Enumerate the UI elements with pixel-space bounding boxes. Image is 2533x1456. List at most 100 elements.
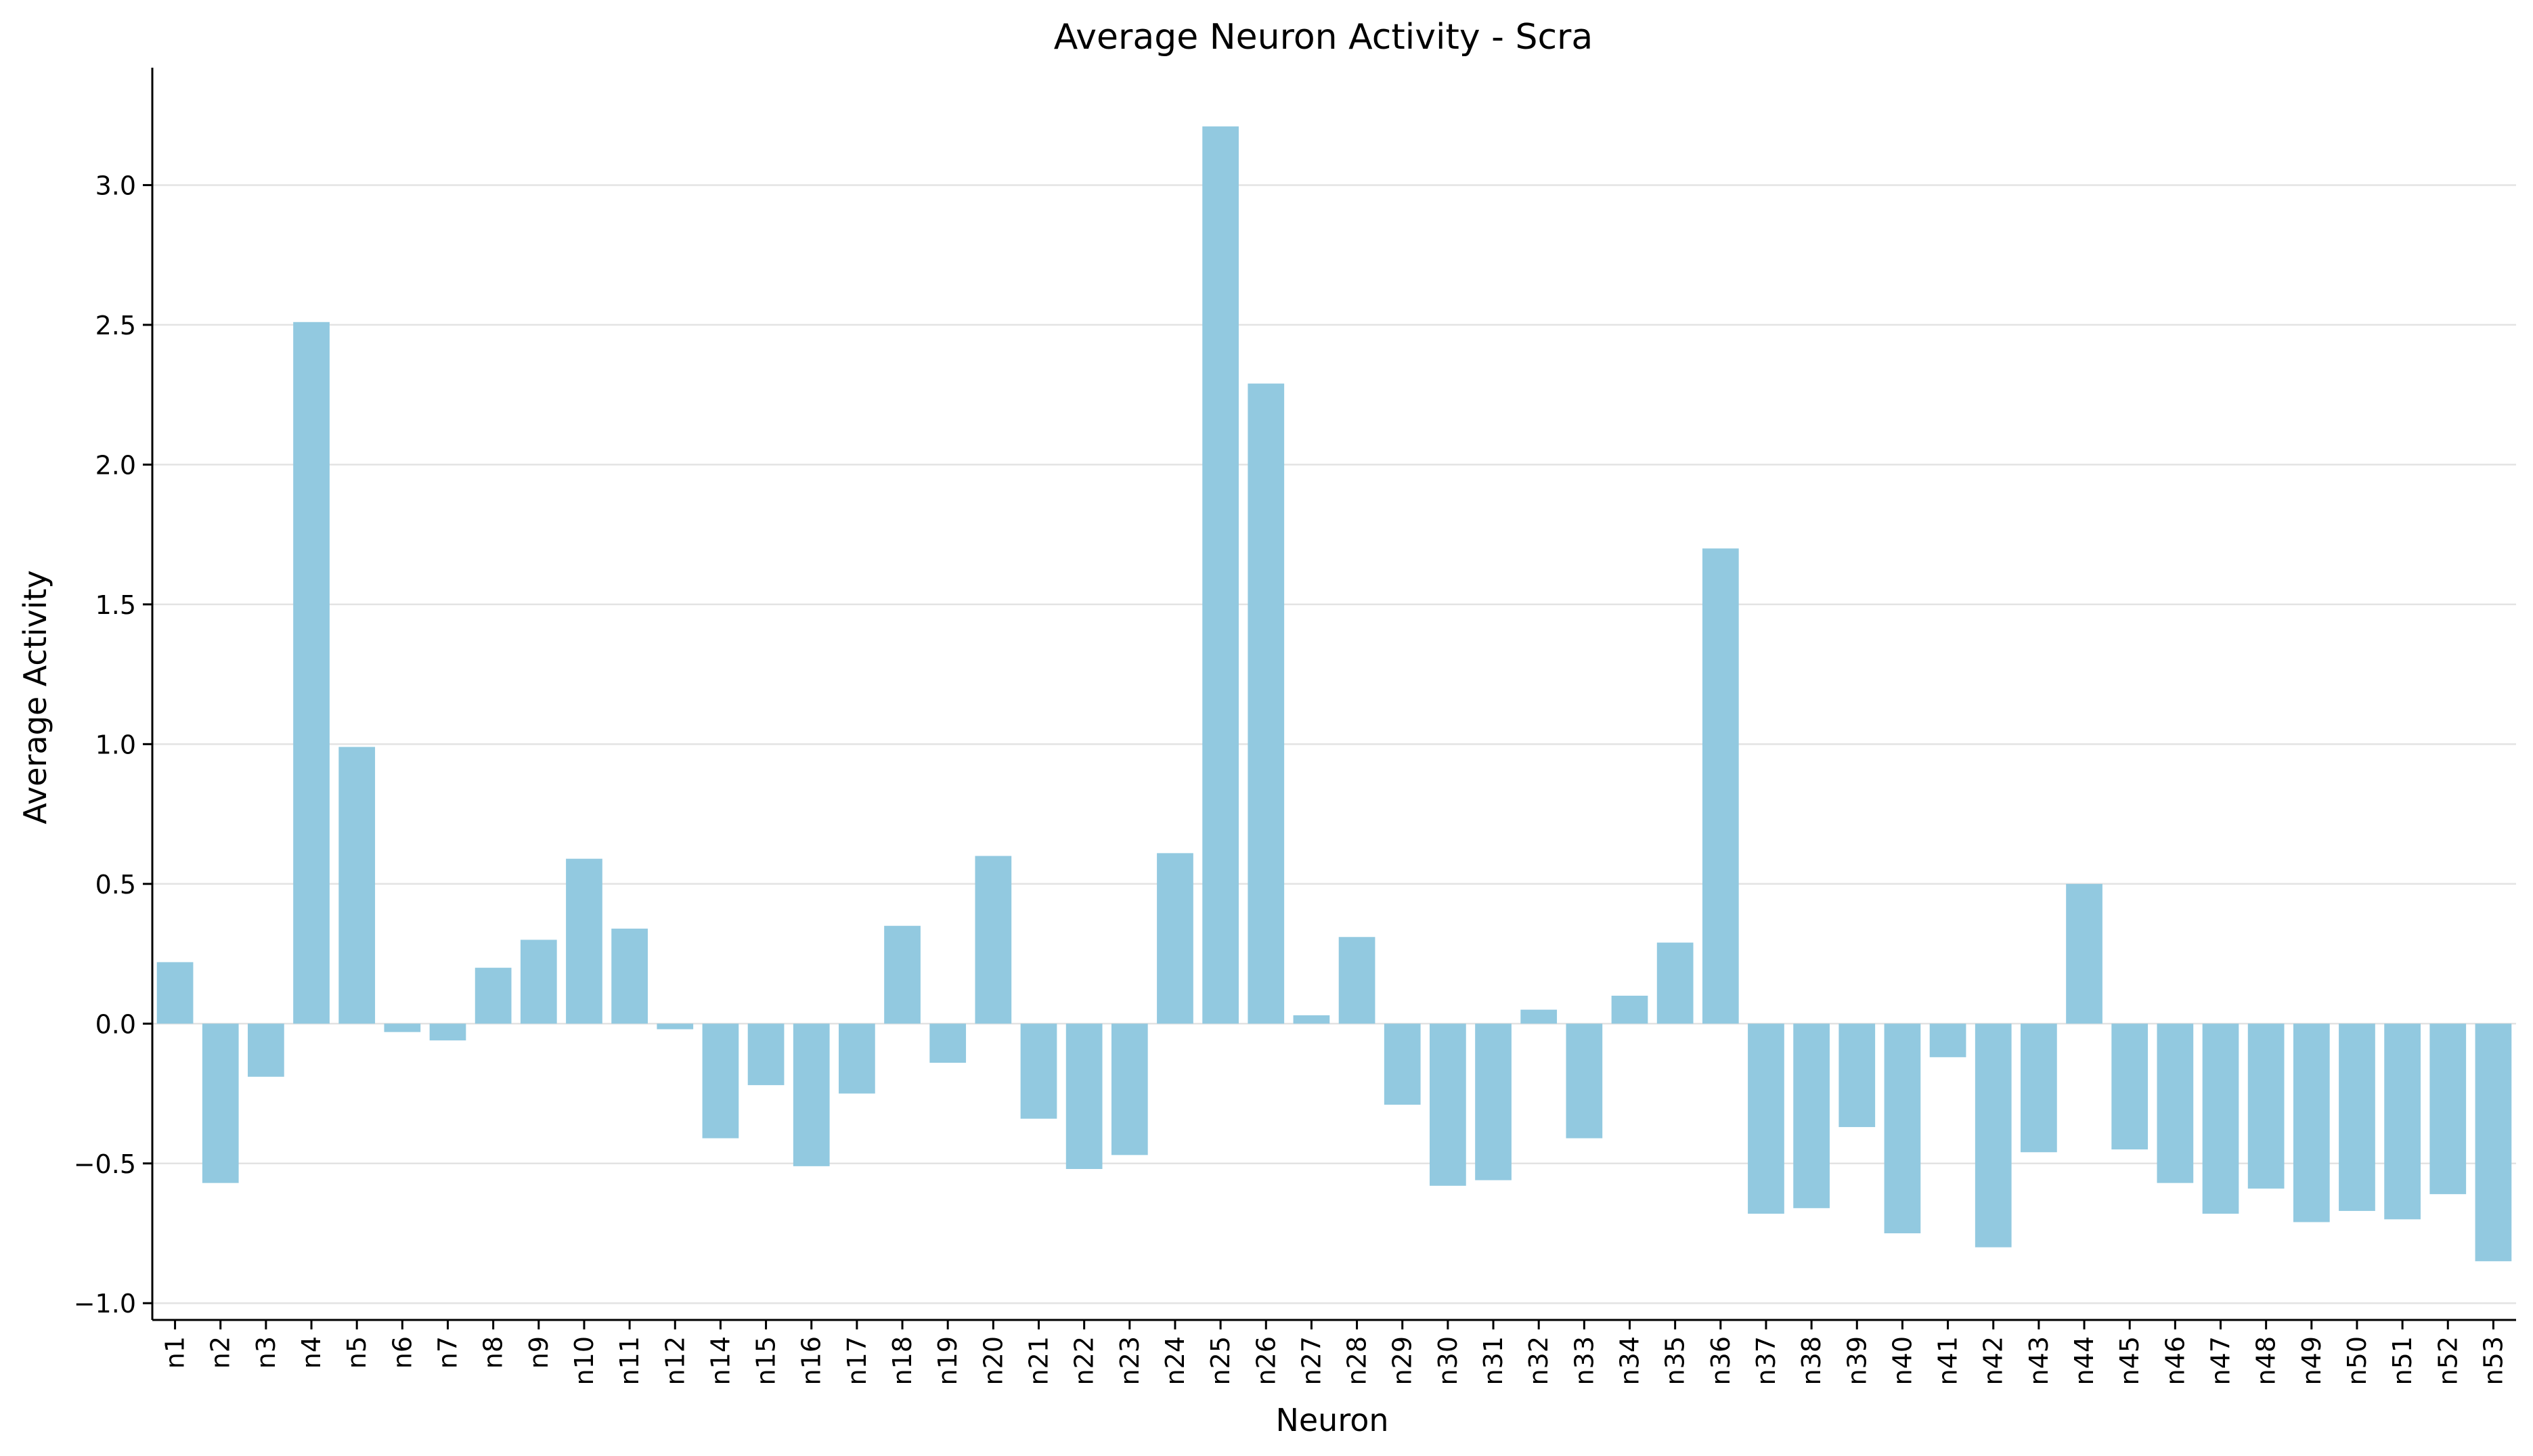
x-tick-label: n4 <box>296 1336 326 1369</box>
bar <box>2293 1023 2330 1222</box>
x-tick-label: n34 <box>1615 1336 1645 1385</box>
x-tick-label: n26 <box>1251 1336 1281 1385</box>
x-tick-label: n53 <box>2478 1336 2508 1385</box>
bar <box>1611 995 1648 1024</box>
bar <box>156 962 194 1024</box>
bar <box>2111 1023 2149 1150</box>
bar <box>248 1023 284 1077</box>
x-axis-label: Neuron <box>1275 1402 1388 1438</box>
x-tick-label: n11 <box>615 1336 644 1385</box>
bar <box>1475 1023 1512 1181</box>
bar <box>1157 853 1193 1024</box>
bar <box>1293 1015 1330 1024</box>
bar <box>747 1023 785 1086</box>
bar <box>1793 1023 1830 1208</box>
bar <box>611 928 648 1024</box>
y-tick-label: 2.5 <box>95 311 136 340</box>
x-tick-label: n33 <box>1569 1336 1599 1385</box>
bar <box>202 1023 239 1183</box>
x-tick-label: n17 <box>842 1336 872 1385</box>
x-tick-label: n1 <box>160 1336 190 1369</box>
y-tick-label: 3.0 <box>95 171 136 200</box>
y-tick-label: −1.0 <box>74 1289 136 1319</box>
bar <box>884 925 921 1024</box>
x-tick-label: n42 <box>1979 1336 2008 1385</box>
bar <box>1384 1023 1421 1105</box>
x-tick-label: n3 <box>251 1336 281 1369</box>
bar <box>702 1023 739 1139</box>
bar <box>1020 1023 1057 1119</box>
bar <box>2021 1023 2057 1153</box>
x-tick-label: n47 <box>2206 1336 2236 1385</box>
x-tick-label: n44 <box>2069 1336 2099 1385</box>
x-tick-label: n23 <box>1115 1336 1145 1385</box>
x-tick-label: n6 <box>387 1336 417 1369</box>
x-tick-label: n45 <box>2115 1336 2144 1385</box>
x-tick-label: n52 <box>2433 1336 2463 1385</box>
bar <box>2384 1023 2421 1220</box>
x-tick-label: n49 <box>2297 1336 2327 1385</box>
x-tick-label: n19 <box>933 1336 963 1385</box>
x-tick-label: n30 <box>1433 1336 1463 1385</box>
bar <box>475 967 512 1024</box>
bar <box>2429 1023 2467 1195</box>
x-tick-label: n41 <box>1933 1336 1963 1385</box>
x-tick-label: n10 <box>569 1336 599 1385</box>
bar <box>975 856 1012 1024</box>
chart-title: Average Neuron Activity - Scra <box>1054 17 1593 58</box>
y-tick-label: 2.0 <box>95 450 136 480</box>
x-tick-label: n27 <box>1296 1336 1326 1385</box>
x-tick-label: n46 <box>2160 1336 2190 1385</box>
x-tick-label: n16 <box>797 1336 827 1385</box>
x-tick-label: n37 <box>1751 1336 1781 1385</box>
bar <box>566 858 602 1024</box>
bar <box>1065 1023 1103 1170</box>
bar <box>2339 1023 2375 1211</box>
bar <box>2157 1023 2194 1183</box>
y-tick-label: −0.5 <box>74 1149 136 1179</box>
x-tick-label: n51 <box>2387 1336 2417 1385</box>
bar <box>1975 1023 2012 1248</box>
bar <box>1202 126 1239 1024</box>
y-tick-label: 0.0 <box>95 1009 136 1039</box>
bar <box>293 322 330 1024</box>
x-tick-label: n8 <box>479 1336 508 1369</box>
y-tick-label: 0.5 <box>95 870 136 900</box>
bar <box>429 1023 466 1041</box>
x-tick-label: n24 <box>1160 1336 1190 1385</box>
bar <box>1748 1023 1784 1214</box>
bar <box>2202 1023 2239 1214</box>
y-axis-label: Average Activity <box>17 570 53 824</box>
y-tick-label: 1.0 <box>95 730 136 759</box>
bar <box>1430 1023 1466 1186</box>
x-tick-label: n2 <box>206 1336 236 1369</box>
x-tick-label: n28 <box>1342 1336 1372 1385</box>
x-tick-label: n21 <box>1024 1336 1054 1385</box>
x-tick-label: n31 <box>1478 1336 1508 1385</box>
x-tick-label: n40 <box>1887 1336 1917 1385</box>
x-tick-label: n14 <box>705 1336 735 1385</box>
x-tick-label: n20 <box>978 1336 1008 1385</box>
bar <box>520 940 557 1024</box>
bar <box>793 1023 830 1166</box>
y-axis-ticks: −1.0 −0.5 0.0 0.5 1.0 1.5 2.0 2.5 3.0 <box>74 171 152 1319</box>
y-tick-label: 1.5 <box>95 590 136 620</box>
bar <box>1929 1023 1966 1057</box>
bar <box>1566 1023 1603 1139</box>
bar <box>2475 1023 2512 1262</box>
bar <box>657 1023 694 1030</box>
bar <box>1702 548 1739 1024</box>
x-tick-label: n12 <box>660 1336 690 1385</box>
bar <box>1656 942 1694 1024</box>
x-tick-label: n50 <box>2342 1336 2372 1385</box>
bar <box>2247 1023 2285 1189</box>
x-tick-label: n9 <box>524 1336 554 1369</box>
bar <box>1884 1023 1921 1233</box>
x-tick-label: n32 <box>1524 1336 1554 1385</box>
bar <box>1248 383 1285 1024</box>
x-tick-label: n18 <box>887 1336 917 1385</box>
x-tick-label: n39 <box>1842 1336 1872 1385</box>
bar <box>2066 883 2102 1024</box>
bar <box>384 1023 421 1032</box>
